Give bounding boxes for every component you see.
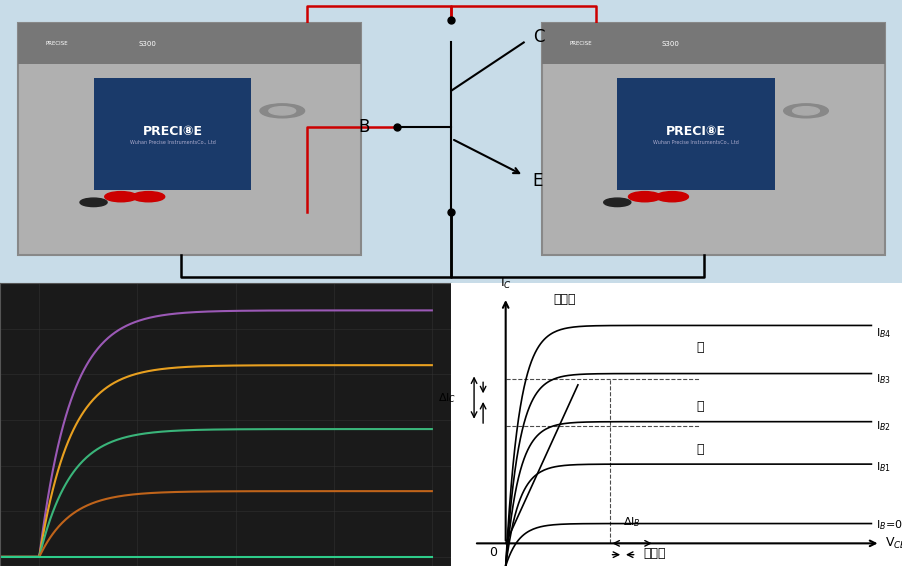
Circle shape bbox=[80, 198, 107, 207]
Circle shape bbox=[269, 106, 295, 115]
Text: PRECISE: PRECISE bbox=[568, 41, 591, 46]
Text: 0: 0 bbox=[488, 546, 496, 559]
Circle shape bbox=[655, 191, 687, 202]
Bar bbox=[541, 23, 884, 255]
Text: B: B bbox=[358, 118, 370, 136]
Bar bbox=[541, 23, 884, 65]
Bar bbox=[18, 23, 361, 65]
Text: I$_B$=0: I$_B$=0 bbox=[875, 518, 902, 531]
Text: E: E bbox=[532, 172, 542, 190]
Text: I$_{B4}$: I$_{B4}$ bbox=[875, 326, 890, 340]
Text: I$_{B2}$: I$_{B2}$ bbox=[875, 419, 889, 433]
Text: Wuhan Precise InstrumentsCo., Ltd: Wuhan Precise InstrumentsCo., Ltd bbox=[652, 140, 739, 145]
Text: ΔI$_B$: ΔI$_B$ bbox=[622, 516, 640, 529]
Text: 区: 区 bbox=[695, 443, 703, 456]
Circle shape bbox=[783, 104, 827, 118]
Circle shape bbox=[105, 191, 137, 202]
Text: Wuhan Precise InstrumentsCo., Ltd: Wuhan Precise InstrumentsCo., Ltd bbox=[129, 140, 216, 145]
Text: I$_{B3}$: I$_{B3}$ bbox=[875, 372, 890, 386]
Text: PRECI⑧E: PRECI⑧E bbox=[143, 125, 202, 138]
Text: 放: 放 bbox=[695, 341, 703, 354]
Text: PRECI⑧E: PRECI⑧E bbox=[666, 125, 725, 138]
Bar bbox=[18, 23, 361, 255]
Text: 饱和区: 饱和区 bbox=[553, 293, 575, 306]
Text: ΔI$_C$: ΔI$_C$ bbox=[437, 391, 456, 405]
Text: S300: S300 bbox=[661, 41, 679, 46]
Text: S300: S300 bbox=[138, 41, 156, 46]
Text: V$_{CE}$: V$_{CE}$ bbox=[884, 536, 902, 551]
Text: I$_C$: I$_C$ bbox=[499, 276, 511, 291]
Circle shape bbox=[260, 104, 304, 118]
Circle shape bbox=[132, 191, 164, 202]
Text: PRECISE: PRECISE bbox=[45, 41, 68, 46]
Text: 截止区: 截止区 bbox=[643, 547, 665, 560]
Text: C: C bbox=[532, 28, 544, 46]
Bar bbox=[94, 78, 251, 190]
Circle shape bbox=[628, 191, 660, 202]
Circle shape bbox=[603, 198, 630, 207]
Text: 大: 大 bbox=[695, 400, 703, 413]
Bar bbox=[617, 78, 774, 190]
Circle shape bbox=[792, 106, 818, 115]
Text: I$_{B1}$: I$_{B1}$ bbox=[875, 460, 890, 474]
